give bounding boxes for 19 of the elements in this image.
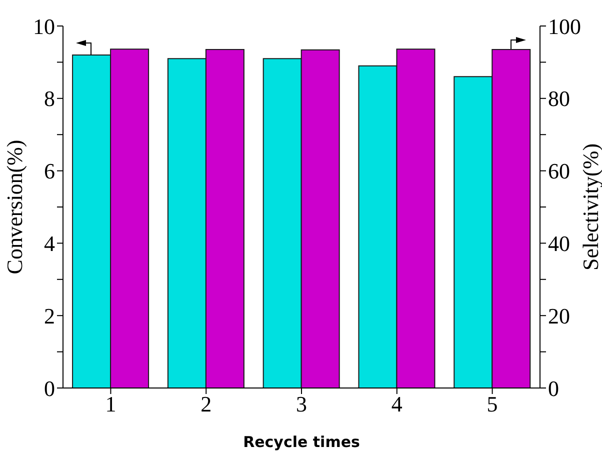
y-tick-label: 2 — [44, 303, 55, 328]
y-tick-label: 6 — [44, 158, 55, 184]
y-tick-label: 4 — [44, 231, 55, 256]
x-tick-label: 1 — [105, 392, 116, 417]
y2-tick-label: 80 — [548, 86, 570, 112]
y2-tick-label: 100 — [548, 14, 581, 39]
x-tick-label: 4 — [391, 392, 402, 417]
x-tick-label: 2 — [200, 392, 212, 417]
y-axis-title: Conversion(%) — [2, 140, 27, 274]
y2-tick-label: 40 — [548, 231, 570, 256]
y2-tick-label: 20 — [548, 303, 570, 328]
y-tick-label: 8 — [44, 86, 55, 112]
y-tick-label: 10 — [33, 14, 55, 39]
y-tick-label: 0 — [44, 376, 55, 401]
y2-tick-label: 0 — [548, 376, 559, 401]
x-axis-title: Recycle times — [243, 433, 360, 451]
x-tick-label: 5 — [486, 392, 498, 417]
y2-tick-label: 60 — [548, 158, 570, 184]
x-tick-label: 3 — [296, 392, 307, 417]
